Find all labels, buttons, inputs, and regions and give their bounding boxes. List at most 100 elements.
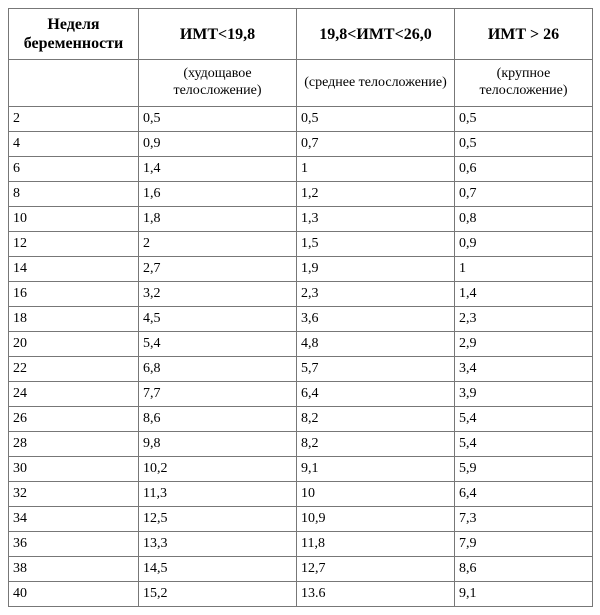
table-cell: 1,9	[297, 256, 455, 281]
table-cell: 1,8	[139, 206, 297, 231]
table-cell: 0,5	[139, 106, 297, 131]
pregnancy-weight-table: Неделя беременности ИМТ<19,8 19,8<ИМТ<26…	[8, 8, 593, 607]
col-subheader-week	[9, 60, 139, 107]
table-row: 268,68,25,4	[9, 406, 593, 431]
table-cell: 8,6	[455, 556, 593, 581]
table-cell: 11,3	[139, 481, 297, 506]
table-cell: 0,6	[455, 156, 593, 181]
table-cell: 2	[139, 231, 297, 256]
table-cell: 9,1	[297, 456, 455, 481]
table-row: 247,76,43,9	[9, 381, 593, 406]
table-row: 4015,213.69,1	[9, 581, 593, 606]
table-cell: 10	[297, 481, 455, 506]
table-cell: 28	[9, 431, 139, 456]
table-cell: 30	[9, 456, 139, 481]
table-cell: 13.6	[297, 581, 455, 606]
table-cell: 10,2	[139, 456, 297, 481]
table-cell: 7,3	[455, 506, 593, 531]
table-row: 289,88,25,4	[9, 431, 593, 456]
table-cell: 1	[297, 156, 455, 181]
table-cell: 32	[9, 481, 139, 506]
table-cell: 0,7	[297, 131, 455, 156]
table-cell: 26	[9, 406, 139, 431]
table-cell: 0,5	[455, 131, 593, 156]
table-cell: 11,8	[297, 531, 455, 556]
table-cell: 2,3	[297, 281, 455, 306]
table-cell: 15,2	[139, 581, 297, 606]
table-cell: 1,3	[297, 206, 455, 231]
table-cell: 8,6	[139, 406, 297, 431]
table-header-row: Неделя беременности ИМТ<19,8 19,8<ИМТ<26…	[9, 9, 593, 60]
table-row: 20,50,50,5	[9, 106, 593, 131]
col-header-bmi-low: ИМТ<19,8	[139, 9, 297, 60]
table-cell: 0,7	[455, 181, 593, 206]
table-cell: 1,4	[455, 281, 593, 306]
table-cell: 4,8	[297, 331, 455, 356]
table-row: 3010,29,15,9	[9, 456, 593, 481]
table-cell: 4,5	[139, 306, 297, 331]
table-cell: 10	[9, 206, 139, 231]
table-cell: 12,7	[297, 556, 455, 581]
table-cell: 1,4	[139, 156, 297, 181]
table-cell: 6,4	[297, 381, 455, 406]
table-cell: 20	[9, 331, 139, 356]
table-cell: 3,6	[297, 306, 455, 331]
table-cell: 8	[9, 181, 139, 206]
table-cell: 8,2	[297, 406, 455, 431]
table-cell: 14	[9, 256, 139, 281]
table-cell: 6,8	[139, 356, 297, 381]
table-row: 3814,512,78,6	[9, 556, 593, 581]
table-cell: 2	[9, 106, 139, 131]
table-row: 3613,311,87,9	[9, 531, 593, 556]
table-row: 40,90,70,5	[9, 131, 593, 156]
col-subheader-bmi-low: (худощавое телосложение)	[139, 60, 297, 107]
table-row: 81,61,20,7	[9, 181, 593, 206]
table-cell: 7,9	[455, 531, 593, 556]
table-cell: 36	[9, 531, 139, 556]
table-cell: 5,9	[455, 456, 593, 481]
table-cell: 10,9	[297, 506, 455, 531]
table-cell: 6,4	[455, 481, 593, 506]
table-row: 61,410,6	[9, 156, 593, 181]
table-cell: 0,5	[455, 106, 593, 131]
table-cell: 9,8	[139, 431, 297, 456]
table-cell: 1,2	[297, 181, 455, 206]
table-cell: 38	[9, 556, 139, 581]
table-row: 14 2,71,91	[9, 256, 593, 281]
table-cell: 13,3	[139, 531, 297, 556]
table-cell: 5,4	[139, 331, 297, 356]
col-subheader-bmi-high: (крупное телосложение)	[455, 60, 593, 107]
table-cell: 3,4	[455, 356, 593, 381]
table-cell: 2,9	[455, 331, 593, 356]
table-cell: 0,8	[455, 206, 593, 231]
table-cell: 34	[9, 506, 139, 531]
table-cell: 4	[9, 131, 139, 156]
table-cell: 24	[9, 381, 139, 406]
table-row: 3211,3106,4	[9, 481, 593, 506]
table-cell: 22	[9, 356, 139, 381]
table-cell: 5,4	[455, 431, 593, 456]
table-cell: 2,3	[455, 306, 593, 331]
table-row: 184,53,62,3	[9, 306, 593, 331]
table-cell: 12	[9, 231, 139, 256]
table-cell: 16	[9, 281, 139, 306]
table-cell: 6	[9, 156, 139, 181]
table-cell: 0,9	[455, 231, 593, 256]
table-cell: 1,6	[139, 181, 297, 206]
table-cell: 9,1	[455, 581, 593, 606]
table-cell: 14,5	[139, 556, 297, 581]
table-cell: 1,5	[297, 231, 455, 256]
table-row: 205,44,82,9	[9, 331, 593, 356]
table-cell: 7,7	[139, 381, 297, 406]
table-body: (худощавое телосложение) (среднее телосл…	[9, 60, 593, 607]
table-cell: 8,2	[297, 431, 455, 456]
table-cell: 3,9	[455, 381, 593, 406]
table-row: 101,81,30,8	[9, 206, 593, 231]
col-subheader-bmi-mid: (среднее телосложение)	[297, 60, 455, 107]
col-header-week: Неделя беременности	[9, 9, 139, 60]
table-row: 1221,50,9	[9, 231, 593, 256]
table-cell: 0,9	[139, 131, 297, 156]
table-cell: 12,5	[139, 506, 297, 531]
table-row: 163,22,31,4	[9, 281, 593, 306]
col-header-bmi-mid: 19,8<ИМТ<26,0	[297, 9, 455, 60]
